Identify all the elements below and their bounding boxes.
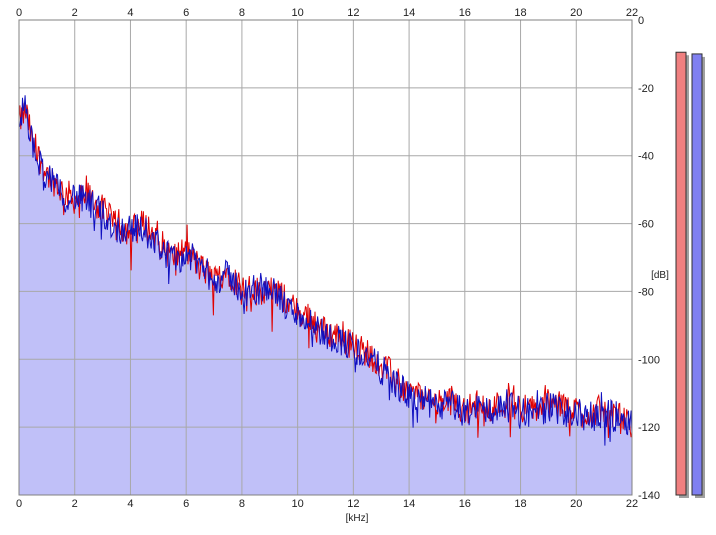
x-tick-bottom-10: 10 (292, 498, 304, 510)
plot-border (18, 19, 633, 496)
y-tick-120: -120 (638, 422, 660, 434)
series-line-2 (18, 95, 633, 446)
x-tick-labels-top: 0 2 4 6 8 10 12 14 16 18 20 22 (16, 7, 638, 19)
x-tick-bottom-12: 12 (347, 498, 359, 510)
y-axis-label: [dB] (651, 270, 669, 281)
x-tick-top-14: 14 (403, 7, 415, 19)
y-tick-140: -140 (638, 490, 660, 502)
x-tick-bottom-14: 14 (403, 498, 415, 510)
y-tick-0: 0 (638, 15, 644, 27)
y-tick-100: -100 (638, 354, 660, 366)
x-tick-bottom-8: 8 (239, 498, 245, 510)
x-tick-top-22: 22 (626, 7, 638, 19)
y-tick-labels: 0 -20 -40 -60 -80 -100 -120 -140 (638, 15, 660, 502)
x-tick-top-12: 12 (347, 7, 359, 19)
x-tick-top-8: 8 (239, 7, 245, 19)
x-tick-bottom-16: 16 (459, 498, 471, 510)
x-tick-bottom-6: 6 (183, 498, 189, 510)
series-lines (18, 95, 633, 446)
x-tick-bottom-2: 2 (72, 498, 78, 510)
y-tick-60: -60 (638, 219, 654, 231)
level-meter-1 (675, 51, 687, 496)
level-meters (675, 51, 705, 499)
spectrum-fill (19, 95, 632, 496)
x-tick-bottom-0: 0 (16, 498, 22, 510)
x-tick-bottom-22: 22 (626, 498, 638, 510)
x-tick-bottom-18: 18 (514, 498, 526, 510)
x-tick-top-4: 4 (127, 7, 133, 19)
x-tick-top-10: 10 (292, 7, 304, 19)
y-tick-80: -80 (638, 286, 654, 298)
x-tick-top-0: 0 (16, 7, 22, 19)
y-tick-20: -20 (638, 83, 654, 95)
x-tick-bottom-20: 20 (570, 498, 582, 510)
spectrum-area (19, 95, 632, 496)
x-tick-top-6: 6 (183, 7, 189, 19)
x-axis-label: [kHz] (346, 513, 369, 524)
x-tick-labels-bottom: 0 2 4 6 8 10 12 14 16 18 20 22 (16, 498, 638, 510)
series-line-1 (18, 102, 633, 439)
x-tick-bottom-4: 4 (127, 498, 133, 510)
x-tick-top-20: 20 (570, 7, 582, 19)
level-meter-2 (691, 53, 703, 496)
y-tick-40: -40 (638, 151, 654, 163)
x-tick-top-16: 16 (459, 7, 471, 19)
x-tick-top-18: 18 (514, 7, 526, 19)
x-tick-top-2: 2 (72, 7, 78, 19)
